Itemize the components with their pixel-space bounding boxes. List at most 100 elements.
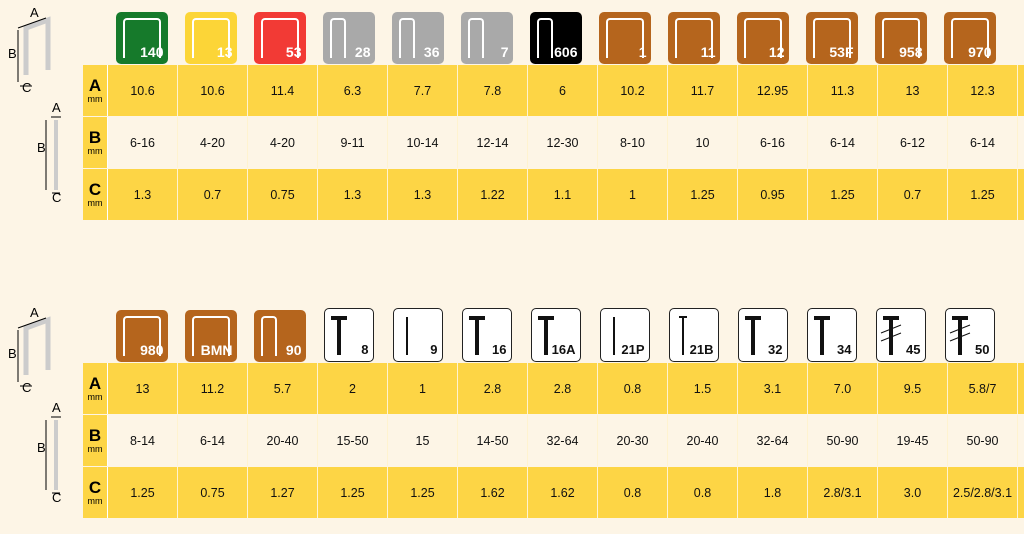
unit-label: mm bbox=[87, 496, 103, 506]
staple-type-7: 7 bbox=[460, 12, 513, 64]
table-cell: 50-90 bbox=[948, 415, 1018, 466]
nail-number: 45 bbox=[906, 342, 921, 357]
staple-number: BMN bbox=[200, 342, 233, 358]
nail-number: 21P bbox=[621, 342, 645, 357]
staple-number: 53F bbox=[829, 44, 854, 60]
table-cell: 0.7 bbox=[878, 169, 948, 220]
table-cell: 1.22 bbox=[458, 169, 528, 220]
table-cell: 0.75 bbox=[178, 467, 248, 518]
staple-icon bbox=[812, 18, 851, 58]
table-cell: 11.7 bbox=[668, 65, 738, 116]
table-cell: 7.8 bbox=[458, 65, 528, 116]
dimension-label-a: A bbox=[52, 100, 61, 115]
staple-number: 958 bbox=[899, 44, 923, 60]
nail-number: 34 bbox=[837, 342, 852, 357]
staple-number: 13 bbox=[216, 44, 233, 60]
staple-type-140: 140 bbox=[115, 12, 168, 64]
staple-number: 970 bbox=[968, 44, 992, 60]
table-cell: 13 bbox=[878, 65, 948, 116]
nail-type-45: 45 bbox=[875, 308, 926, 362]
staple-number: 53 bbox=[285, 44, 302, 60]
dimension-label-a: A bbox=[52, 400, 61, 415]
table-cell: 50-90 bbox=[808, 415, 878, 466]
table-cell: 5.8/7 bbox=[948, 363, 1018, 414]
unit-label: mm bbox=[87, 444, 103, 454]
staple-type-53: 53 bbox=[253, 12, 306, 64]
staple-type-606: 606 bbox=[529, 12, 582, 64]
table-cell: 8-10 bbox=[598, 117, 668, 168]
table-cell: 32-64 bbox=[738, 415, 808, 466]
table-cell: 1.3 bbox=[388, 169, 458, 220]
staple-icon bbox=[881, 18, 920, 58]
dimension-label-c: C bbox=[22, 380, 32, 395]
table-cell: 10.2 bbox=[598, 65, 668, 116]
staple-icon bbox=[467, 18, 484, 58]
table-cell: 4-20 bbox=[248, 117, 318, 168]
table-cell: 0.8 bbox=[668, 467, 738, 518]
table-cell: 1.25 bbox=[108, 467, 178, 518]
table-cell: 2.8 bbox=[458, 363, 528, 414]
table-cell: 10.6 bbox=[178, 65, 248, 116]
table-cell: 8-14 bbox=[108, 415, 178, 466]
table-cell: 3.1 bbox=[738, 363, 808, 414]
staple-type-1: 1 bbox=[598, 12, 651, 64]
staple-type-11: 11 bbox=[667, 12, 720, 64]
table-cell: 1.8 bbox=[738, 467, 808, 518]
table-cell: 10-14 bbox=[388, 117, 458, 168]
dimension-label-b: B bbox=[8, 46, 17, 61]
staple-number: 1 bbox=[638, 44, 647, 60]
staple-icon bbox=[329, 18, 346, 58]
nail-type-9: 9 bbox=[392, 308, 443, 362]
table-cell: 11.2 bbox=[178, 363, 248, 414]
unit-label: mm bbox=[87, 94, 103, 104]
staple-type-BMN: BMN bbox=[184, 310, 237, 362]
table-cell: 1.1 bbox=[528, 169, 598, 220]
table-cell: 5.7 bbox=[248, 363, 318, 414]
nail-number: 16 bbox=[492, 342, 507, 357]
staple-dimension-icon bbox=[17, 16, 61, 194]
staple-icon bbox=[674, 18, 713, 58]
table-cell: 15 bbox=[388, 415, 458, 466]
table-cell: 10 bbox=[668, 117, 738, 168]
staple-type-90: 90 bbox=[253, 310, 306, 362]
table-cell: 20-40 bbox=[668, 415, 738, 466]
table-cell: 12-14 bbox=[458, 117, 528, 168]
nail-type-16A: 16A bbox=[530, 308, 581, 362]
nail-type-34: 34 bbox=[806, 308, 857, 362]
staple-type-958: 958 bbox=[874, 12, 927, 64]
dimension-label-a: A bbox=[30, 305, 39, 320]
staple-type-53F: 53F bbox=[805, 12, 858, 64]
table-cell: 1.25 bbox=[318, 467, 388, 518]
table-cell: 2.5/2.8/3.1 bbox=[948, 467, 1018, 518]
table-cell: 12.3 bbox=[948, 65, 1018, 116]
table-cell: 6-16 bbox=[738, 117, 808, 168]
table-cell: 0.95 bbox=[738, 169, 808, 220]
dimension-letter: C bbox=[88, 478, 102, 497]
staple-icon bbox=[260, 316, 277, 356]
staple-icon bbox=[122, 18, 161, 58]
nail-number: 32 bbox=[768, 342, 783, 357]
table-cell: 0.8 bbox=[598, 467, 668, 518]
table-cell: 6-14 bbox=[808, 117, 878, 168]
staple-type-12: 12 bbox=[736, 12, 789, 64]
table-cell: 1.62 bbox=[458, 467, 528, 518]
table-cell: 6-12 bbox=[878, 117, 948, 168]
dimension-label-b: B bbox=[8, 346, 17, 361]
dimension-label-c: C bbox=[22, 80, 32, 95]
nail-number: 16A bbox=[551, 342, 576, 357]
table-cell: 7.7 bbox=[388, 65, 458, 116]
table-cell: 1.25 bbox=[948, 169, 1018, 220]
table-cell: 14-50 bbox=[458, 415, 528, 466]
